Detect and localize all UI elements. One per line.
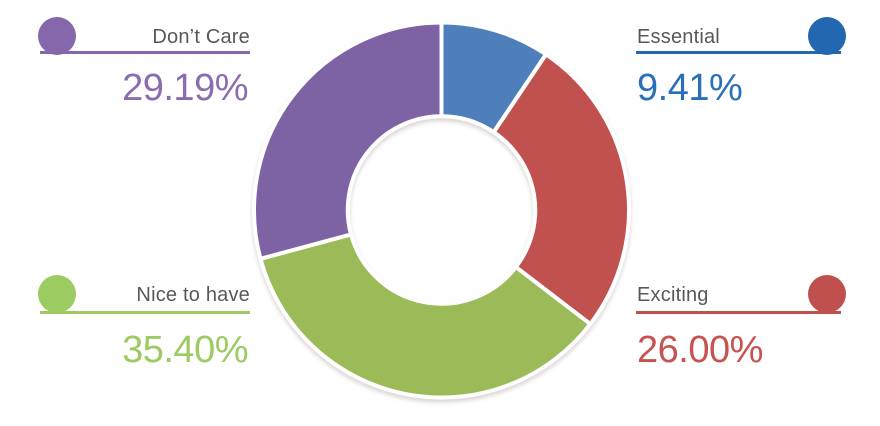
legend-essential: Essential 9.41% (636, 0, 846, 120)
legend-label: Essential (637, 26, 720, 48)
donut-slice-exciting (491, 52, 631, 327)
legend-dot-icon (38, 17, 76, 55)
legend-nice-to-have: Nice to have 35.40% (0, 258, 250, 378)
donut-slice-nice-to-have (258, 232, 593, 400)
legend-exciting: Exciting 26.00% (636, 258, 846, 378)
legend-dont-care: Don’t Care 29.19% (0, 0, 250, 120)
legend-label: Don’t Care (152, 26, 250, 48)
legend-dot-icon (808, 275, 846, 313)
legend-percent: 9.41% (637, 67, 743, 109)
legend-percent: 26.00% (637, 329, 763, 371)
legend-percent: 35.40% (122, 329, 248, 371)
legend-underline (636, 311, 841, 314)
legend-dot-icon (808, 17, 846, 55)
donut-slice-don-t-care (252, 20, 444, 261)
legend-percent: 29.19% (122, 67, 248, 109)
legend-dot-icon (38, 275, 76, 313)
legend-underline (40, 311, 250, 314)
legend-label: Nice to have (136, 284, 250, 306)
legend-underline (636, 51, 841, 54)
legend-label: Exciting (637, 284, 709, 306)
legend-underline (40, 51, 250, 54)
